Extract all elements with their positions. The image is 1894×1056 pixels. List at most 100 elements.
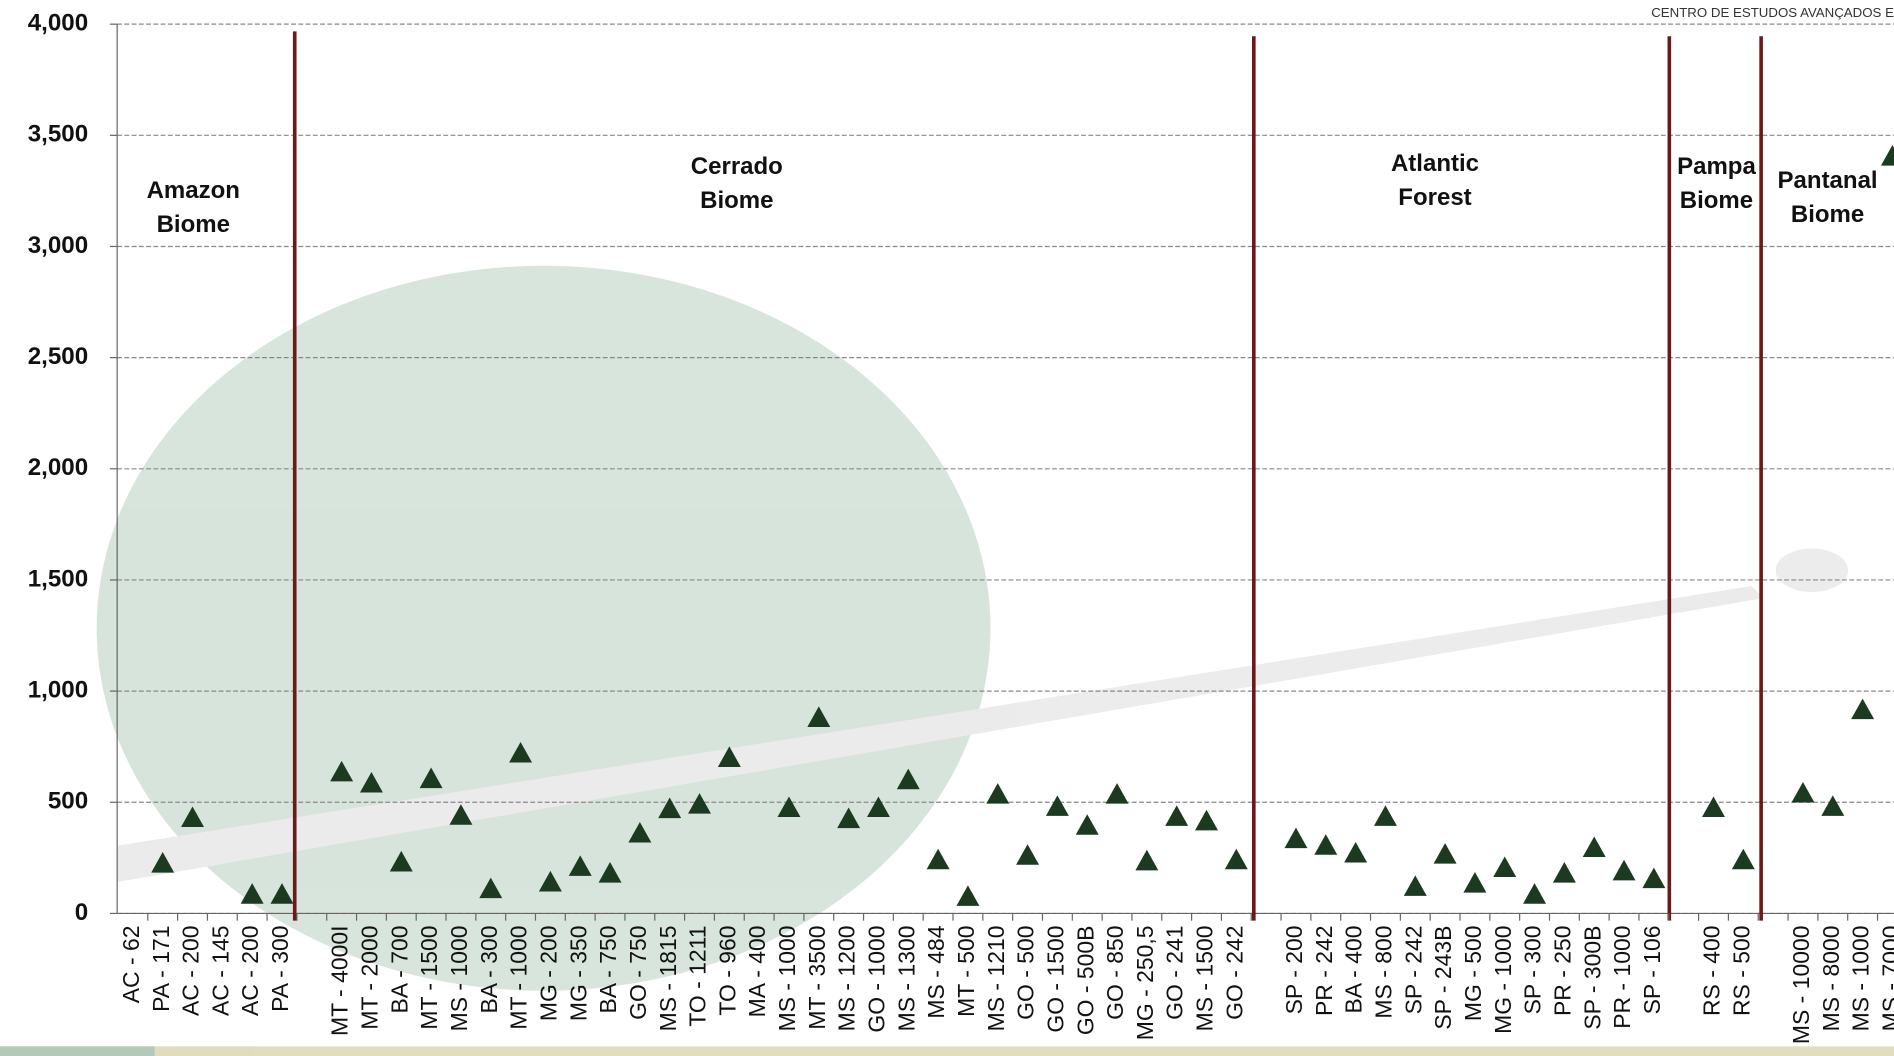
x-tick-label: PA - 171 [148,926,174,1012]
x-tick-label: GO - 1500 [1042,926,1068,1033]
marker [1702,796,1725,817]
x-tick-label: MS - 1000 [774,926,800,1032]
marker [1373,805,1397,826]
marker [538,870,562,892]
x-tick-label: SP - 243B [1430,926,1456,1030]
x-tick-label: MT - 1000 [506,926,532,1030]
y-tick-label: 1,000 [28,676,88,703]
x-tick-label: AC - 145 [207,926,233,1017]
x-tick-label: SP - 242 [1400,926,1426,1015]
x-tick-label: MS - 1000 [446,926,472,1032]
marker [1165,805,1189,826]
x-tick-label: MG - 1000 [1490,926,1516,1034]
x-tick-label: GO - 500B [1072,926,1098,1036]
marker [1552,862,1576,883]
marker [777,796,801,817]
marker [1463,872,1487,893]
x-tick-label: PA - 300 [267,926,293,1012]
x-tick-label: MA - 400 [744,926,770,1018]
x-tick-label: MS - 7000 [1878,926,1894,1032]
marker [926,848,950,870]
marker [1851,698,1875,720]
x-tick-label: GO - 850 [1102,926,1128,1020]
marker [628,822,652,843]
marker [1582,836,1606,858]
y-tick-label: 1,500 [28,565,88,592]
marker [1284,827,1308,849]
marker [1195,809,1218,831]
marker [1045,795,1069,816]
marker [389,850,413,872]
x-tick-label: MS - 1300 [893,926,919,1032]
x-tick-label: MS - 800 [1371,926,1397,1019]
marker [479,877,503,899]
x-tick-label: GO - 242 [1221,926,1247,1020]
marker [717,746,741,767]
marker [1731,848,1755,870]
marker [807,706,831,727]
background-art [0,265,1894,1056]
x-tick-label: TO - 1211 [685,926,711,1027]
marker [866,796,890,817]
x-tick-label: BA - 700 [386,926,412,1014]
marker [151,852,175,873]
marker [1821,795,1845,816]
biome-label: Amazon Biome [146,176,240,238]
marker [1523,883,1547,904]
marker [1493,856,1517,878]
marker [688,793,711,814]
x-tick-label: SP - 200 [1281,926,1307,1015]
marker [1880,145,1894,166]
marker [1105,783,1129,804]
biome-label: Cerrado Biome [690,152,783,214]
marker [240,883,264,904]
x-tick-label: MG - 350 [565,926,591,1022]
x-tick-label: PR - 250 [1549,926,1575,1017]
marker [419,767,443,789]
x-tick-label: SP - 106 [1639,926,1665,1015]
x-tick-label: MT - 500 [953,926,979,1017]
marker [896,768,920,790]
biome-label: Atlantic Forest [1390,150,1479,212]
x-tick-label: MT - 4000I [327,926,353,1037]
x-tick-label: MS - 1210 [983,926,1009,1032]
x-tick-label: MG - 500 [1460,926,1486,1022]
marker [1344,842,1368,863]
marker [1403,875,1427,896]
x-tick-label: PR - 242 [1311,926,1337,1017]
marker [359,771,383,793]
y-tick-label: 3,000 [28,232,88,259]
x-tick-label: MT - 1500 [416,926,442,1030]
y-tick-label: 3,500 [28,121,88,148]
marker [986,783,1010,804]
x-tick-label: MS - 484 [923,925,949,1018]
header-note: CENTRO DE ESTUDOS AVANÇADOS E [1651,5,1894,20]
marker [956,885,980,906]
x-tick-label: GO - 750 [625,926,651,1020]
marker [1075,814,1099,835]
x-tick-label: MS - 1200 [834,926,860,1032]
marker [1224,848,1248,870]
x-tick-label: MS - 10000 [1788,926,1814,1045]
marker [1642,867,1666,889]
marker [568,855,592,876]
x-tick-label: MS - 8000 [1818,926,1844,1032]
x-tick-label: PR - 1000 [1609,926,1635,1029]
x-tick-label: GO - 1000 [864,926,890,1033]
x-tick-label: TO - 960 [714,926,740,1016]
marker [270,883,294,904]
x-tick-label: AC - 200 [178,926,204,1017]
y-tick-label: 2,500 [28,343,88,370]
x-tick-label: MT - 2000 [357,926,383,1030]
x-tick-label: MS - 1000 [1848,926,1874,1032]
biome-label: Pantanal Biome [1777,167,1878,229]
x-tick-label: MG - 250,5 [1132,926,1158,1041]
marker [1016,844,1040,865]
x-tick-label: MG - 200 [535,926,561,1022]
x-tick-label: SP - 300 [1520,926,1546,1015]
x-tick-label: MS - 1815 [655,926,681,1032]
marker [330,760,354,782]
marker [837,807,861,829]
